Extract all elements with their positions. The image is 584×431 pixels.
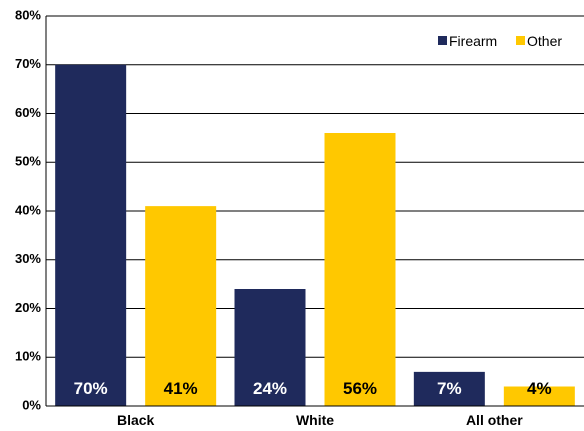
gridlines — [46, 15, 584, 358]
data-label: 41% — [164, 379, 198, 398]
bar-other-black — [145, 206, 217, 406]
data-label: 4% — [527, 379, 552, 398]
data-label: 7% — [437, 379, 462, 398]
x-category-label: Black — [117, 412, 155, 428]
bars — [55, 64, 575, 406]
y-tick-label: 50% — [15, 154, 41, 169]
y-tick-label: 70% — [15, 56, 41, 71]
bar-other-all-other — [503, 386, 575, 406]
data-label: 24% — [253, 379, 287, 398]
y-tick-label: 0% — [22, 397, 41, 412]
y-tick-label: 20% — [15, 300, 41, 315]
y-tick-label: 80% — [15, 7, 41, 22]
bar-firearm-black — [55, 64, 127, 406]
legend-swatch-other — [516, 36, 525, 45]
y-axis-ticks: 0% 10% 20% 30% 40% 50% 60% 70% 80% — [15, 7, 41, 412]
y-tick-label: 10% — [15, 349, 41, 364]
bar-firearm-all-other — [413, 371, 485, 406]
bar-other-white — [324, 133, 396, 406]
x-category-label: White — [296, 412, 334, 428]
x-category-label: All other — [466, 412, 523, 428]
y-tick-label: 40% — [15, 202, 41, 217]
y-tick-label: 30% — [15, 251, 41, 266]
bar-firearm-white — [234, 289, 306, 406]
y-tick-label: 60% — [15, 105, 41, 120]
data-label: 56% — [343, 379, 377, 398]
legend: Firearm Other — [438, 33, 562, 49]
legend-label-other: Other — [527, 33, 562, 49]
legend-label-firearm: Firearm — [449, 33, 497, 49]
x-axis-categories: Black White All other — [117, 412, 523, 428]
legend-swatch-firearm — [438, 36, 447, 45]
data-labels: 70% 41% 24% 56% 7% 4% — [74, 379, 552, 398]
data-label: 70% — [74, 379, 108, 398]
